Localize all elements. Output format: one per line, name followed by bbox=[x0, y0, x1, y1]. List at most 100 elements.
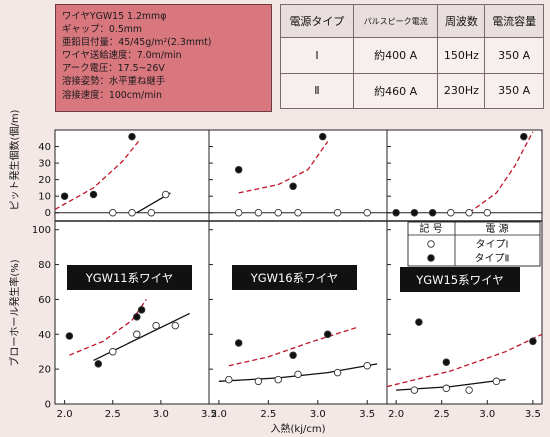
table-cell: 150Hz bbox=[437, 37, 486, 74]
data-point-type-I bbox=[225, 375, 233, 384]
y-tick-label: 40 bbox=[38, 330, 51, 341]
chart-panel-top-right bbox=[387, 131, 542, 217]
data-point-type-I bbox=[274, 375, 282, 384]
chart-panel-top-middle bbox=[209, 132, 387, 217]
data-point-type-II bbox=[415, 318, 423, 326]
series-label: YGW11系ワイヤ bbox=[85, 271, 174, 285]
table-header-cell: 電源タイプ bbox=[280, 4, 354, 38]
table-header-cell: 周波数 bbox=[437, 4, 486, 38]
data-point-type-I bbox=[274, 208, 282, 217]
series-label-box bbox=[67, 265, 192, 290]
table-header-cell: パルスピーク電流 bbox=[352, 4, 439, 38]
x-tick-label: 2.0 bbox=[211, 409, 227, 420]
data-point-type-II bbox=[392, 208, 400, 217]
series-label-box bbox=[400, 267, 520, 292]
data-point-type-I bbox=[171, 321, 180, 330]
data-point-type-I bbox=[410, 386, 419, 394]
y-tick-label: 0 bbox=[45, 400, 51, 411]
y-tick-label: 40 bbox=[38, 142, 51, 153]
data-point-type-II bbox=[137, 306, 146, 314]
data-point-type-I bbox=[447, 208, 455, 217]
data-point-type-I bbox=[161, 190, 170, 199]
data-point-type-I bbox=[254, 377, 263, 386]
legend-label: タイプⅡ bbox=[475, 253, 510, 265]
y-tick-label: 20 bbox=[38, 365, 51, 376]
x-tick-label: 2.0 bbox=[57, 409, 73, 420]
data-point-type-I bbox=[133, 330, 141, 339]
x-tick-label: 3.0 bbox=[479, 409, 495, 420]
table-header-row: 電源タイプ パルスピーク電流 周波数 電流容量 bbox=[280, 4, 544, 38]
data-point-type-I bbox=[128, 208, 136, 217]
data-point-type-II bbox=[133, 313, 141, 321]
condition-line: 溶接姿勢：水平重ね継手 bbox=[62, 76, 166, 88]
power-source-table: 電源タイプ パルスピーク電流 周波数 電流容量 Ⅰ 約400 A 150Hz 3… bbox=[280, 4, 544, 109]
x-tick-label: 2.5 bbox=[434, 409, 450, 420]
x-tick-label: 3.5 bbox=[525, 409, 541, 420]
table-cell: 230Hz bbox=[437, 72, 486, 109]
data-point-type-II bbox=[65, 332, 74, 340]
trend-line-type-II bbox=[238, 141, 329, 194]
data-point-type-I bbox=[442, 384, 451, 393]
y-tick-label: 80 bbox=[38, 260, 51, 271]
trend-line-type-II bbox=[468, 131, 534, 214]
data-point-type-II bbox=[128, 132, 136, 141]
data-point-type-II bbox=[89, 190, 98, 199]
data-point-type-II bbox=[410, 208, 419, 217]
data-point-type-I bbox=[254, 208, 263, 217]
trend-line-type-I bbox=[218, 363, 378, 382]
data-point-type-I bbox=[147, 208, 156, 217]
data-point-type-I bbox=[152, 321, 160, 330]
data-point-type-II bbox=[60, 192, 69, 200]
data-point-type-I bbox=[483, 208, 492, 217]
y-tick-label: 60 bbox=[38, 295, 51, 306]
condition-line: ギャップ：0.5mm bbox=[62, 24, 143, 36]
trend-line-type-II bbox=[228, 326, 358, 367]
data-point-type-I bbox=[465, 386, 473, 394]
condition-line: ワイヤYGW15 1.2mmφ bbox=[62, 11, 167, 22]
data-point-type-II bbox=[318, 132, 327, 141]
y-axis-title-bottom: ブローホール発生率(%) bbox=[8, 259, 21, 366]
y-tick-label: 10 bbox=[38, 192, 51, 203]
legend-label: タイプⅠ bbox=[476, 239, 509, 251]
y-tick-label: 100 bbox=[32, 225, 51, 236]
x-tick-label: 2.0 bbox=[388, 409, 404, 420]
data-point-type-I bbox=[109, 208, 117, 217]
x-tick-label: 3.0 bbox=[310, 409, 326, 420]
data-point-type-I bbox=[492, 377, 501, 386]
data-point-type-I bbox=[333, 368, 342, 377]
data-point-type-I bbox=[465, 208, 473, 217]
y-axis-title-top: ピット発生個数(個/m) bbox=[8, 109, 21, 210]
x-tick-label: 3.5 bbox=[359, 409, 375, 420]
y-tick-label: 0 bbox=[45, 208, 51, 219]
series-label: YGW16系ワイヤ bbox=[250, 271, 339, 285]
condition-line: 亜鉛目付量：45/45g/m²(2.3mmt) bbox=[62, 37, 212, 49]
data-point-type-II bbox=[520, 132, 528, 141]
data-point-type-II bbox=[529, 337, 537, 346]
condition-line: ワイヤ送給速度：7.0m/min bbox=[62, 50, 182, 62]
data-point-type-I bbox=[363, 208, 371, 217]
table-row: Ⅰ 約400 A 150Hz 350 A bbox=[280, 37, 544, 74]
legend-marker-filled bbox=[427, 254, 435, 262]
trend-line-type-II bbox=[386, 333, 543, 388]
data-point-type-I bbox=[333, 208, 342, 217]
data-point-type-II bbox=[234, 339, 243, 347]
chart-panel-top-left: 0 10 20 30 40 bbox=[38, 132, 209, 219]
condition-line: アーク電圧：17.5~26V bbox=[62, 63, 165, 75]
table-cell: 350 A bbox=[484, 72, 544, 109]
legend-header-symbol: 記 号 bbox=[419, 222, 442, 235]
table-row: Ⅱ 約460 A 230Hz 350 A bbox=[280, 72, 544, 109]
series-label-box bbox=[232, 265, 357, 290]
data-point-type-II bbox=[234, 165, 243, 174]
y-tick-label: 20 bbox=[38, 175, 51, 186]
table-header-cell: 電流容量 bbox=[484, 4, 544, 38]
data-point-type-I bbox=[363, 361, 371, 370]
table-cell: 350 A bbox=[484, 37, 544, 74]
x-tick-label: 3.5 bbox=[201, 409, 217, 420]
x-tick-label: 2.5 bbox=[105, 409, 121, 420]
data-point-type-II bbox=[323, 330, 332, 339]
x-tick-label: 2.5 bbox=[260, 409, 276, 420]
data-point-type-II bbox=[428, 208, 437, 217]
condition-line: 溶接速度：100cm/min bbox=[62, 89, 162, 101]
